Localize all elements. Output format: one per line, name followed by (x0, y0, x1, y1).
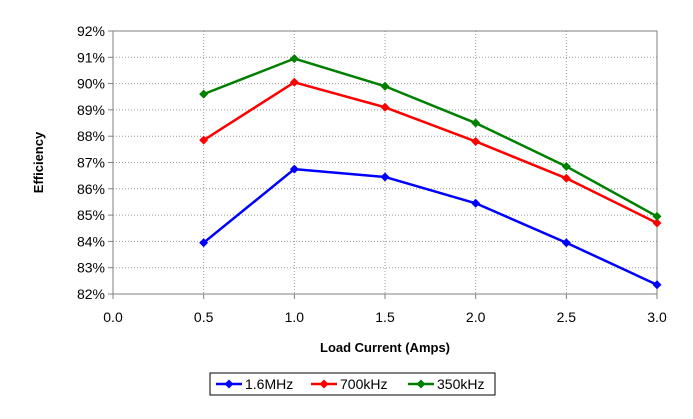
data-point (652, 211, 662, 221)
data-point (561, 238, 571, 248)
data-point (289, 54, 299, 64)
y-axis-ticks: 82% 83% 84% 85% 86% 87% 88% 89% 90% 91% 92% (77, 23, 113, 302)
data-point (380, 81, 390, 91)
grid (113, 31, 657, 294)
legend-label: 350kHz (437, 376, 484, 392)
series-1.6MHz (199, 164, 662, 290)
data-point (289, 77, 299, 87)
legend-item: 700kHz (311, 376, 387, 392)
legend-swatch-marker (416, 379, 426, 389)
y-axis-label: Efficiency (31, 131, 46, 193)
legend-swatch-marker (319, 379, 329, 389)
legend-item: 1.6MHz (216, 376, 293, 392)
data-point (561, 161, 571, 171)
x-tick-label: 1.0 (285, 309, 305, 325)
x-tick-label: 0.5 (194, 309, 214, 325)
series-700kHz (199, 77, 662, 228)
data-point (199, 135, 209, 145)
y-tick-label: 87% (77, 155, 105, 171)
legend-item: 350kHz (408, 376, 484, 392)
y-tick-label: 85% (77, 207, 105, 223)
series-layer (199, 54, 662, 290)
y-tick-label: 88% (77, 128, 105, 144)
series-line (203, 57, 658, 218)
data-point (471, 198, 481, 208)
y-tick-label: 83% (77, 260, 105, 276)
x-tick-label: 2.0 (466, 309, 486, 325)
x-tick-label: 0.0 (103, 309, 123, 325)
data-point (199, 238, 209, 248)
y-tick-label: 86% (77, 181, 105, 197)
x-tick-label: 3.0 (647, 309, 667, 325)
data-point (652, 218, 662, 228)
data-point (380, 102, 390, 112)
series-line (202, 81, 658, 225)
x-axis-ticks: 0.0 0.5 1.0 1.5 2.0 2.5 3.0 (103, 294, 667, 325)
legend-label: 700kHz (340, 376, 387, 392)
y-tick-label: 90% (77, 76, 105, 92)
legend-label: 1.6MHz (245, 376, 293, 392)
y-tick-label: 82% (77, 286, 105, 302)
legend-box (209, 372, 496, 396)
data-point (561, 173, 571, 183)
x-tick-label: 1.5 (375, 309, 395, 325)
legend: 1.6MHz 700kHz 350kHz (209, 372, 496, 396)
data-point (380, 172, 390, 182)
x-tick-label: 2.5 (557, 309, 577, 325)
data-point (652, 280, 662, 290)
y-tick-label: 91% (77, 49, 105, 65)
x-axis-label: Load Current (Amps) (320, 340, 450, 355)
data-point (199, 89, 209, 99)
data-point (289, 164, 299, 174)
y-tick-label: 89% (77, 102, 105, 118)
data-point (471, 118, 481, 128)
series-line (202, 167, 658, 286)
legend-swatch-marker (224, 379, 234, 389)
y-tick-label: 84% (77, 233, 105, 249)
y-tick-label: 92% (77, 23, 105, 39)
series-350kHz (199, 54, 662, 221)
data-point (471, 136, 481, 146)
